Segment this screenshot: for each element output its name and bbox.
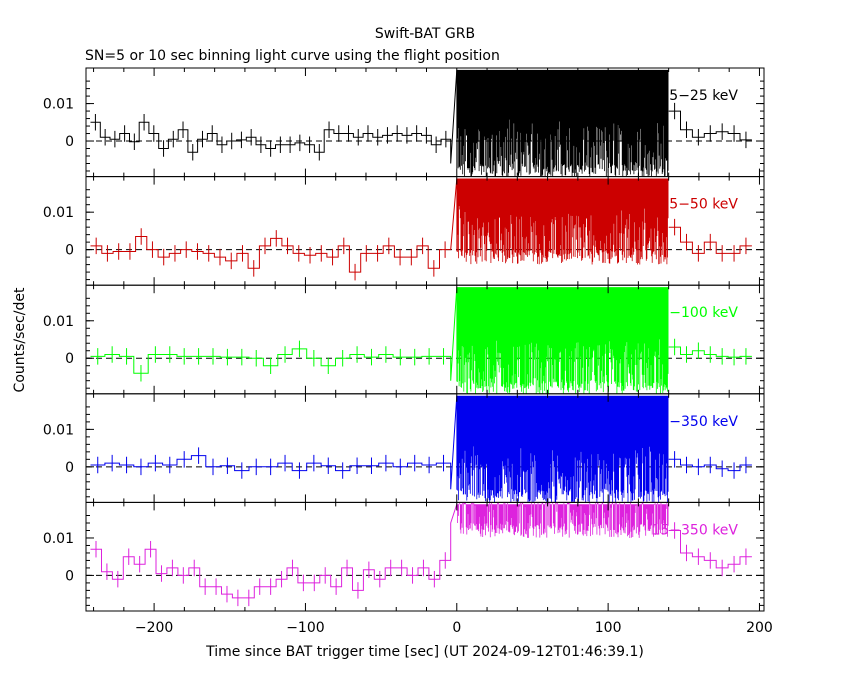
band-label: 50−100 keV [651,305,738,321]
burst-spikes [456,69,669,177]
chart-title: Swift-BAT GRB [375,26,475,42]
series-2 [90,287,752,394]
x-tick-label: 0 [452,620,461,636]
x-axis-label: Time since BAT trigger time [sec] (UT 20… [205,644,644,660]
panel-1: 0 0.01 25−50 keV [43,176,765,286]
burst-spikes [456,395,669,503]
series-1 [90,178,752,281]
pre-burst-curve [90,69,458,164]
y-axis-label: Counts/sec/det [12,287,28,392]
burst-spikes [456,502,669,538]
pre-burst-curve [90,178,458,273]
chart-subtitle: SN=5 or 10 sec binning light curve using… [85,48,500,64]
y-tick-label: 0 [65,568,74,584]
series-4 [90,502,752,607]
band-label: 100−350 keV [643,414,739,430]
y-tick-label: 0 [65,351,74,367]
burst-spikes [456,178,669,265]
x-tick-label: 100 [595,620,622,636]
post-burst-curve [668,226,752,254]
y-tick-label: 0.01 [43,205,74,221]
band-label: 15−350 keV [651,522,738,538]
y-tick-label: 0 [65,243,74,259]
band-label: 25−50 keV [660,197,738,213]
series-0 [90,69,752,177]
panel-4: 0 0.01 15−350 keV [43,501,765,612]
band-label: 15−25 keV [660,88,738,104]
panels: 0 0.01 15−25 keV 0 0.01 25−50 keV 0 0.01 50−100 … [43,67,773,636]
x-tick-label: −100 [286,620,324,636]
y-tick-label: 0 [65,134,74,150]
pre-burst-curve [90,395,458,490]
y-tick-label: 0 [65,460,74,476]
x-tick-label: −200 [135,620,173,636]
pre-burst-curve [90,287,458,381]
panel-2: 0 0.01 50−100 keV [43,284,765,395]
panel-0: 0 0.01 15−25 keV [43,67,765,178]
burst-spikes [456,287,669,394]
pre-burst-curve [90,504,458,599]
panel-frame [85,501,765,612]
x-tick-label: 200 [746,620,773,636]
y-tick-label: 0.01 [43,97,74,113]
y-tick-label: 0.01 [43,314,74,330]
series-3 [90,395,752,503]
y-tick-label: 0.01 [43,531,74,547]
panel-3: 0 0.01 100−350 keV [43,393,765,503]
y-tick-label: 0.01 [43,422,74,438]
